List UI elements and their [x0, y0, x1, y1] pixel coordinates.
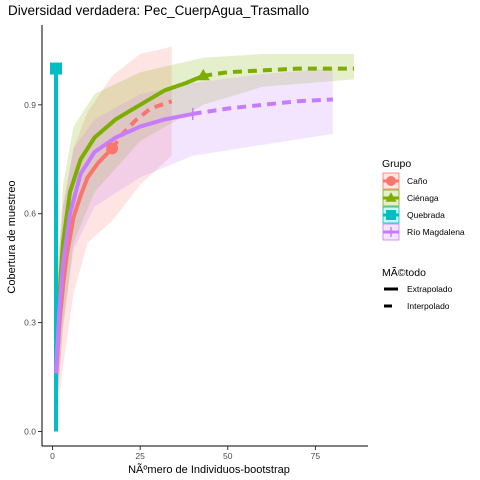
chart-title: Diversidad verdadera: Pec_CuerpAgua_Tras…: [8, 3, 309, 18]
legend-method-title: MÃ©todo: [382, 266, 426, 279]
line-extrapolated-cano: [110, 99, 173, 150]
legend-key-cienaga: Ciénaga: [382, 189, 439, 207]
band-rio-magdalena: [56, 68, 333, 425]
x-tick-label: 0: [50, 451, 55, 461]
y-tick-label: 0.6: [24, 209, 36, 219]
marker-rio-magdalena: [186, 107, 199, 120]
y-axis-title: Cobertura de muestreo: [6, 180, 18, 293]
x-axis-title: NÃºmero de Individuos-bootstrap: [128, 463, 290, 476]
y-tick-label: 0.3: [24, 318, 36, 328]
legend-label: Caño: [407, 176, 428, 186]
legend-label: Ciénaga: [407, 193, 439, 203]
legend-key-marker: [386, 176, 396, 186]
line-extrapolated-rio-magdalena: [192, 97, 334, 116]
y-tick-label: 0.9: [24, 100, 36, 110]
confidence-bands: [54, 46, 354, 432]
legend-key-cano: Caño: [382, 172, 428, 190]
legend-group-title: Grupo: [382, 158, 411, 170]
band-cano: [56, 46, 172, 425]
legend-group-keys: Caño Ciénaga Quebrada Río Magdalena: [382, 172, 465, 241]
legend-method-label: Interpolado: [407, 301, 450, 311]
line-interpolated-rio-magdalena: [54, 111, 194, 374]
marker-cienaga: [196, 68, 210, 81]
legend-method-extrapolado: Extrapolado: [384, 284, 453, 294]
x-tick-label: 25: [135, 451, 145, 461]
x-tick-label: 75: [311, 451, 321, 461]
legend-method-interpolado: Interpolado: [384, 301, 450, 311]
legend-key-marker: [385, 192, 397, 202]
x-tick-label: 50: [223, 451, 233, 461]
legend-label: Río Magdalena: [407, 227, 465, 237]
legend: Grupo Caño Ciénaga Quebrada Río Magdalena M…: [382, 158, 465, 311]
axes: 0 25 50 75 0.0 0.3 0.6 0.9: [24, 25, 368, 461]
legend-method-label: Extrapolado: [407, 284, 453, 294]
legend-label: Quebrada: [407, 210, 445, 220]
legend-key-quebrada: Quebrada: [382, 206, 445, 224]
marker-cano: [106, 142, 119, 155]
marker-quebrada: [50, 62, 63, 75]
series-lines: [54, 66, 354, 432]
legend-key-marker: [386, 227, 396, 237]
legend-method-keys: Extrapolado Interpolado: [384, 284, 453, 311]
y-tick-label: 0.0: [24, 426, 36, 436]
observed-markers: [50, 62, 210, 155]
legend-key-marker: [386, 210, 396, 220]
band-cienaga: [56, 54, 354, 417]
legend-key-rio-magdalena: Río Magdalena: [382, 223, 465, 241]
line-extrapolated-cienaga: [202, 66, 354, 78]
